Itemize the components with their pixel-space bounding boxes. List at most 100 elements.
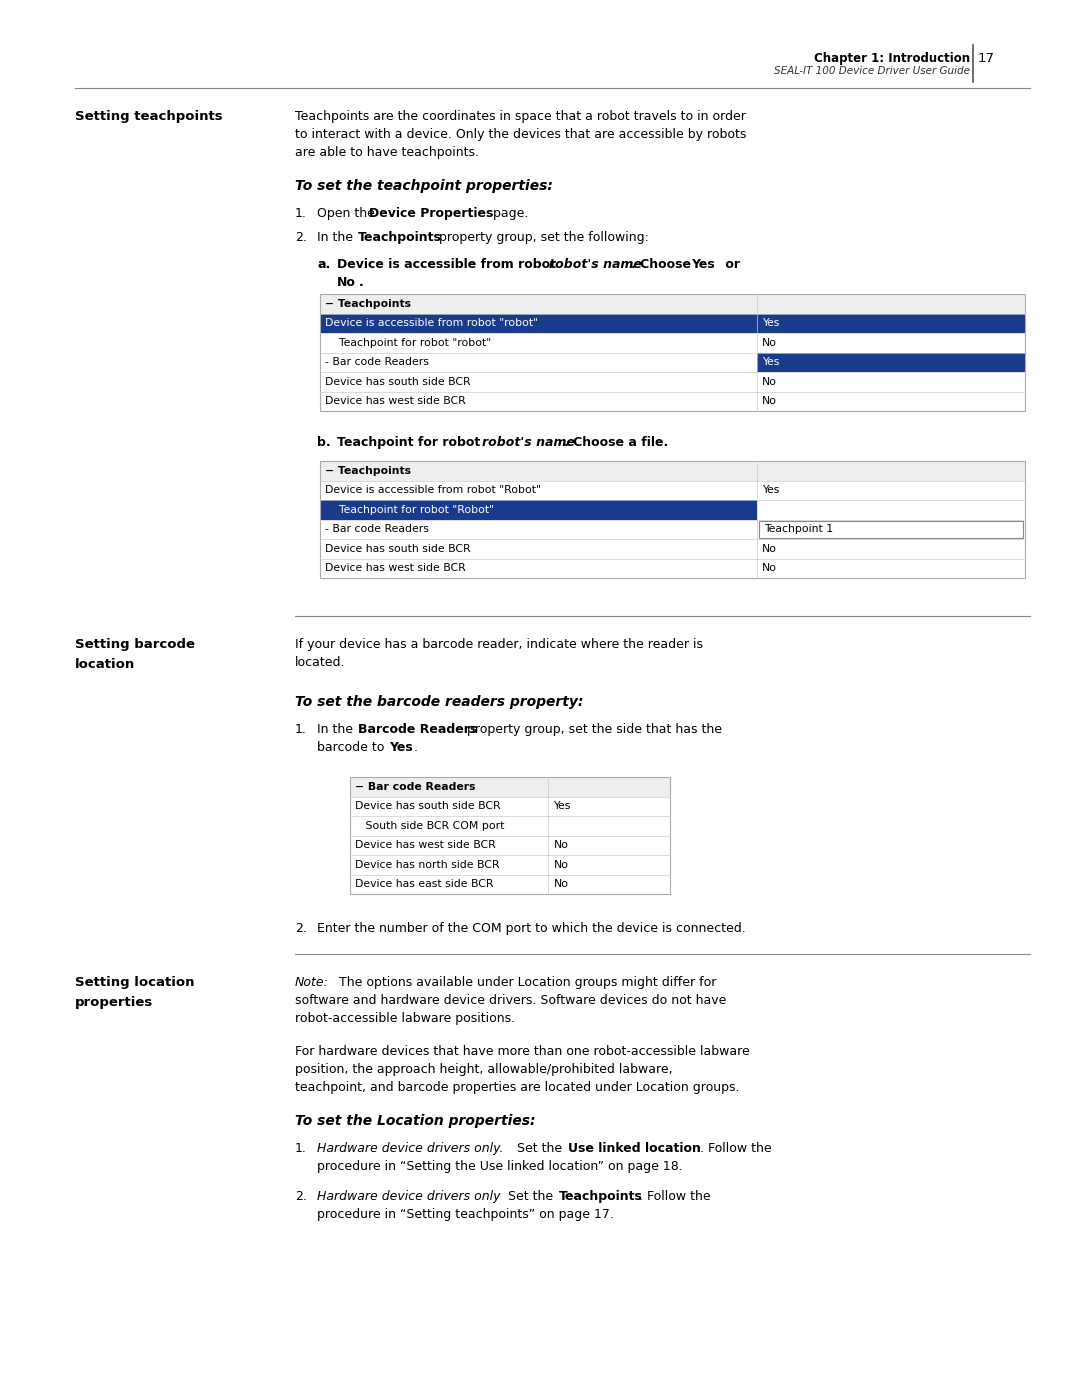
Text: The options available under Location groups might differ for: The options available under Location gro…	[335, 977, 716, 989]
Text: Teachpoints are the coordinates in space that a robot travels to in order: Teachpoints are the coordinates in space…	[295, 110, 746, 123]
Text: SEAL-IT 100 Device Driver User Guide: SEAL-IT 100 Device Driver User Guide	[774, 66, 970, 75]
Text: No: No	[553, 859, 568, 870]
Bar	[320, 500, 757, 520]
Text: .: .	[359, 277, 364, 289]
Text: 1.: 1.	[295, 1141, 307, 1155]
Text: Device is accessible from robot "Robot": Device is accessible from robot "Robot"	[325, 485, 541, 496]
Text: In the: In the	[318, 724, 357, 736]
Text: Teachpoint for robot: Teachpoint for robot	[337, 436, 485, 448]
Text: b.: b.	[318, 436, 330, 448]
Text: Setting teachpoints: Setting teachpoints	[75, 110, 222, 123]
Text: Yes: Yes	[762, 358, 780, 367]
Text: Set the: Set the	[513, 1141, 566, 1155]
Text: Setting location: Setting location	[75, 977, 194, 989]
Text: position, the approach height, allowable/prohibited labware,: position, the approach height, allowable…	[295, 1063, 673, 1076]
Text: . Choose a file.: . Choose a file.	[564, 436, 669, 448]
Text: robot-accessible labware positions.: robot-accessible labware positions.	[295, 1011, 515, 1025]
Text: Device has south side BCR: Device has south side BCR	[325, 377, 471, 387]
Text: To set the barcode readers property:: To set the barcode readers property:	[295, 694, 583, 710]
Text: Teachpoint for robot "robot": Teachpoint for robot "robot"	[325, 338, 491, 348]
Text: Device has south side BCR: Device has south side BCR	[325, 543, 471, 553]
Text: - Bar code Readers: - Bar code Readers	[325, 524, 429, 534]
Text: located.: located.	[295, 657, 346, 669]
Text: Yes: Yes	[553, 802, 570, 812]
Text: - Bar code Readers: - Bar code Readers	[325, 358, 429, 367]
Text: properties: properties	[75, 996, 153, 1009]
Text: 1.: 1.	[295, 207, 307, 219]
Text: No: No	[762, 543, 778, 553]
Text: Note:: Note:	[295, 977, 329, 989]
Bar	[320, 461, 1025, 578]
Text: In the: In the	[318, 231, 357, 244]
Text: No: No	[553, 840, 568, 851]
Text: or: or	[721, 258, 740, 271]
Text: Teachpoints: Teachpoints	[357, 231, 442, 244]
Text: Device has west side BCR: Device has west side BCR	[325, 563, 465, 573]
Text: − Teachpoints: − Teachpoints	[325, 465, 411, 476]
Text: No: No	[762, 397, 778, 407]
Text: Device is accessible from robot "robot": Device is accessible from robot "robot"	[325, 319, 538, 328]
Text: Open the: Open the	[318, 207, 379, 219]
Text: To set the teachpoint properties:: To set the teachpoint properties:	[295, 179, 553, 193]
Text: Device has west side BCR: Device has west side BCR	[355, 840, 496, 851]
Bar	[320, 293, 1025, 411]
Text: Set the: Set the	[504, 1190, 557, 1203]
Text: Device has east side BCR: Device has east side BCR	[355, 879, 494, 890]
Text: Teachpoint for robot "Robot": Teachpoint for robot "Robot"	[325, 504, 494, 514]
Text: barcode to: barcode to	[318, 740, 389, 754]
Text: To set the Location properties:: To set the Location properties:	[295, 1113, 536, 1127]
Text: Yes: Yes	[762, 485, 780, 496]
Text: 1.: 1.	[295, 724, 307, 736]
Text: a.: a.	[318, 258, 330, 271]
Text: Hardware device drivers only.: Hardware device drivers only.	[318, 1141, 503, 1155]
Text: page.: page.	[489, 207, 528, 219]
Text: Device Properties: Device Properties	[369, 207, 494, 219]
Text: 2.: 2.	[295, 1190, 307, 1203]
Text: property group, set the side that has the: property group, set the side that has th…	[463, 724, 723, 736]
Text: For hardware devices that have more than one robot-accessible labware: For hardware devices that have more than…	[295, 1045, 750, 1058]
Text: Yes: Yes	[762, 319, 780, 328]
Text: − Bar code Readers: − Bar code Readers	[355, 782, 475, 792]
Text: procedure in “Setting the Use linked location” on page 18.: procedure in “Setting the Use linked loc…	[318, 1160, 683, 1173]
Bar	[320, 461, 1025, 481]
Text: .: .	[414, 740, 418, 754]
Text: . Follow the: . Follow the	[639, 1190, 711, 1203]
Text: Teachpoint 1: Teachpoint 1	[765, 524, 834, 534]
Text: No: No	[337, 277, 356, 289]
Bar	[350, 777, 670, 894]
Text: Hardware device drivers only: Hardware device drivers only	[318, 1190, 500, 1203]
Text: location: location	[75, 658, 135, 671]
Bar	[320, 313, 1025, 332]
Text: property group, set the following:: property group, set the following:	[435, 231, 649, 244]
Text: procedure in “Setting teachpoints” on page 17.: procedure in “Setting teachpoints” on pa…	[318, 1208, 613, 1221]
Text: . Follow the: . Follow the	[700, 1141, 771, 1155]
Text: 2.: 2.	[295, 922, 307, 935]
Bar	[757, 352, 1025, 372]
Text: robot's name: robot's name	[549, 258, 642, 271]
Text: No: No	[762, 563, 778, 573]
Bar	[350, 777, 670, 796]
Text: No: No	[762, 377, 778, 387]
Text: Chapter 1: Introduction: Chapter 1: Introduction	[814, 52, 970, 66]
Text: to interact with a device. Only the devices that are accessible by robots: to interact with a device. Only the devi…	[295, 129, 746, 141]
Text: No: No	[553, 879, 568, 890]
Text: Device is accessible from robot: Device is accessible from robot	[337, 258, 561, 271]
FancyBboxPatch shape	[759, 521, 1023, 538]
Text: No: No	[762, 338, 778, 348]
Text: Device has west side BCR: Device has west side BCR	[325, 397, 465, 407]
Text: − Teachpoints: − Teachpoints	[325, 299, 411, 309]
Text: 2.: 2.	[295, 231, 307, 244]
Text: software and hardware device drivers. Software devices do not have: software and hardware device drivers. So…	[295, 995, 727, 1007]
Text: If your device has a barcode reader, indicate where the reader is: If your device has a barcode reader, ind…	[295, 638, 703, 651]
Text: Yes: Yes	[691, 258, 715, 271]
Text: Barcode Readers: Barcode Readers	[357, 724, 477, 736]
Text: Enter the number of the COM port to which the device is connected.: Enter the number of the COM port to whic…	[318, 922, 746, 935]
Text: 17: 17	[978, 52, 995, 66]
Text: Device has north side BCR: Device has north side BCR	[355, 859, 499, 870]
Text: Teachpoints: Teachpoints	[559, 1190, 643, 1203]
Text: teachpoint, and barcode properties are located under Location groups.: teachpoint, and barcode properties are l…	[295, 1081, 740, 1094]
Text: Use linked location: Use linked location	[568, 1141, 701, 1155]
Text: Setting barcode: Setting barcode	[75, 638, 195, 651]
Text: robot's name: robot's name	[482, 436, 575, 448]
Text: . Choose: . Choose	[631, 258, 696, 271]
